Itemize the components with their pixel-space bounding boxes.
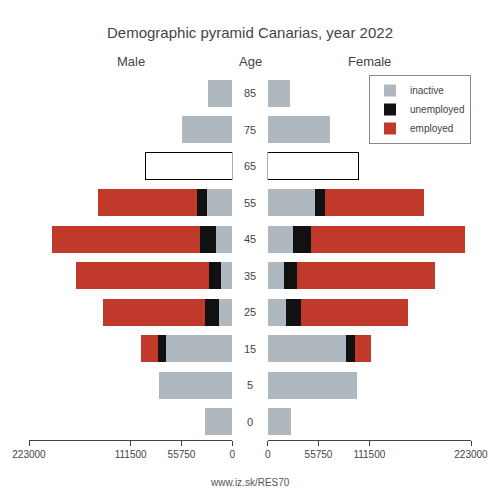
- svg-text:5: 5: [247, 379, 253, 391]
- svg-text:25: 25: [244, 306, 256, 318]
- svg-text:Male: Male: [117, 54, 145, 69]
- svg-text:www.iz.sk/RES70: www.iz.sk/RES70: [210, 477, 290, 488]
- svg-text:inactive: inactive: [410, 85, 444, 96]
- svg-text:35: 35: [244, 270, 256, 282]
- svg-text:unemployed: unemployed: [410, 104, 464, 115]
- svg-text:45: 45: [244, 233, 256, 245]
- svg-text:55750: 55750: [305, 449, 333, 460]
- svg-text:Age: Age: [239, 54, 262, 69]
- svg-text:15: 15: [244, 343, 256, 355]
- svg-text:Female: Female: [348, 54, 391, 69]
- svg-text:111500: 111500: [353, 449, 385, 460]
- svg-text:0: 0: [247, 416, 253, 428]
- svg-text:111500: 111500: [115, 449, 147, 460]
- svg-text:75: 75: [244, 124, 256, 136]
- svg-text:55: 55: [244, 197, 256, 209]
- svg-text:223000: 223000: [454, 449, 488, 460]
- svg-text:0: 0: [230, 449, 236, 460]
- svg-text:Demographic pyramid Canarias,: Demographic pyramid Canarias, year 2022: [107, 24, 393, 41]
- svg-text:0: 0: [265, 449, 271, 460]
- svg-text:85: 85: [244, 87, 256, 99]
- svg-text:55750: 55750: [168, 449, 196, 460]
- svg-text:223000: 223000: [12, 449, 46, 460]
- svg-text:employed: employed: [410, 123, 453, 134]
- svg-text:65: 65: [244, 160, 256, 172]
